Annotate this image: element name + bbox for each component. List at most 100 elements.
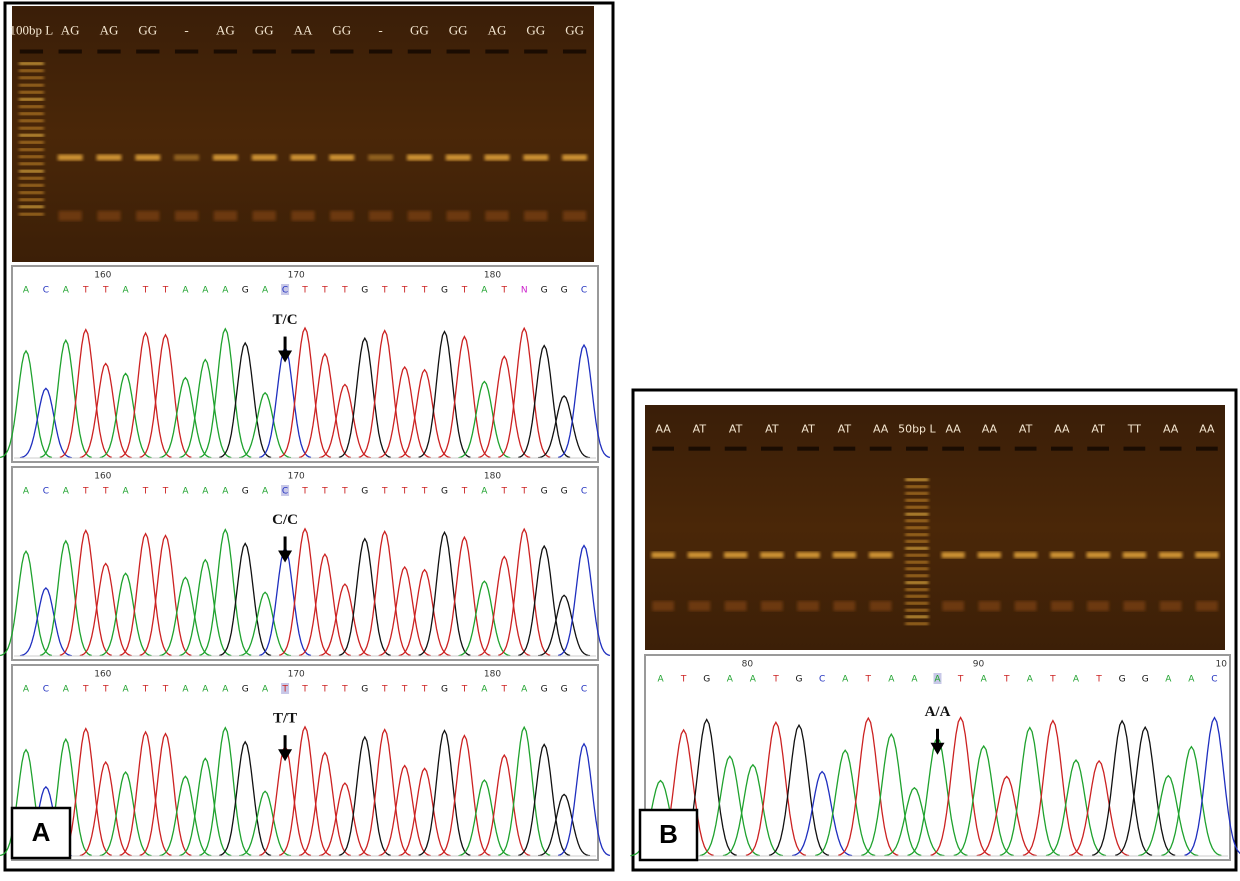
ladder-band (905, 547, 928, 550)
band (869, 552, 892, 558)
band-faint (725, 601, 747, 611)
base-call: T (461, 487, 468, 497)
base-call: T (1003, 675, 1010, 685)
base-call: N (521, 286, 528, 296)
lane-label: AT (1019, 423, 1033, 436)
well (253, 50, 276, 54)
lane-label: AG (216, 23, 235, 38)
band-faint (797, 601, 819, 611)
well (725, 447, 747, 451)
band-faint (689, 601, 711, 611)
base-call: A (750, 675, 757, 685)
well (1087, 447, 1109, 451)
base-call: T (82, 685, 89, 695)
ladder-band (905, 609, 928, 612)
ladder-band (19, 191, 44, 194)
base-call: T (82, 487, 89, 497)
band-faint (870, 601, 892, 611)
ladder-band (19, 91, 44, 94)
base-call: A (481, 685, 488, 695)
base-call: T (421, 487, 428, 497)
base-call: T (401, 286, 408, 296)
base-call: G (361, 685, 368, 695)
ladder-band (19, 69, 44, 72)
base-call: A (1165, 675, 1172, 685)
band-faint (761, 601, 783, 611)
base-call: T (1049, 675, 1056, 685)
base-call: T (162, 286, 169, 296)
base-call: A (23, 685, 30, 695)
lane-label: GG (255, 23, 274, 38)
band (252, 154, 277, 160)
well (97, 50, 120, 54)
band-faint (979, 601, 1001, 611)
base-call: C (581, 685, 587, 695)
lane-label: GG (565, 23, 584, 38)
base-call: T (162, 487, 169, 497)
band (523, 154, 548, 160)
base-call: T (301, 487, 308, 497)
lane-label: GG (526, 23, 545, 38)
ladder-band (905, 588, 928, 591)
well (1160, 447, 1182, 451)
base-call: T (142, 487, 149, 497)
base-call: A (911, 675, 918, 685)
base-call: G (441, 487, 448, 497)
well (1124, 447, 1146, 451)
lane-label: AA (873, 423, 889, 436)
band (446, 154, 471, 160)
band (688, 552, 711, 558)
base-call: C (1211, 675, 1217, 685)
base-call: A (202, 685, 209, 695)
well (1051, 447, 1073, 451)
band (797, 552, 820, 558)
base-call: T (680, 675, 687, 685)
base-call: A (182, 487, 189, 497)
band-faint (1196, 601, 1218, 611)
lane-label: AT (729, 423, 743, 436)
band (291, 154, 316, 160)
ladder-band (19, 141, 44, 144)
position-number: 160 (94, 271, 111, 281)
ladder-band (19, 184, 44, 187)
well (20, 50, 43, 54)
lane-label: AA (1054, 423, 1070, 436)
base-call: T (341, 487, 348, 497)
lane-label: - (378, 23, 382, 38)
base-call: C (819, 675, 825, 685)
chromatogram-frame (645, 655, 1230, 860)
ladder-band (19, 84, 44, 87)
ladder-band (19, 156, 44, 159)
band-faint (214, 211, 237, 221)
base-call: C (581, 487, 587, 497)
band-faint (1087, 601, 1109, 611)
band-faint (408, 211, 431, 221)
well (369, 50, 392, 54)
base-call: T (102, 685, 109, 695)
band (135, 154, 160, 160)
band (1087, 552, 1110, 558)
well (447, 50, 470, 54)
base-call: G (541, 487, 548, 497)
ladder-band (905, 616, 928, 619)
base-call: A (262, 487, 269, 497)
base-call: A (481, 487, 488, 497)
base-call: A (63, 685, 70, 695)
band-faint (330, 211, 353, 221)
well (175, 50, 198, 54)
band-faint (369, 211, 392, 221)
lane-label: AT (765, 423, 779, 436)
base-call: A (1073, 675, 1080, 685)
base-call: T (301, 286, 308, 296)
ladder-band (19, 163, 44, 166)
band (978, 552, 1001, 558)
position-number: 170 (288, 472, 305, 482)
gel-image (12, 6, 594, 262)
base-call: A (222, 286, 229, 296)
band (174, 154, 199, 160)
genotype-label: C/C (272, 512, 298, 528)
base-call: T (501, 685, 508, 695)
base-call: T (162, 685, 169, 695)
